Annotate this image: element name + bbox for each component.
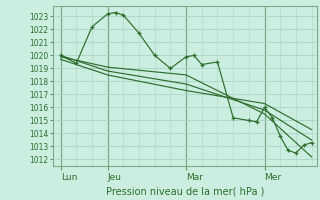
X-axis label: Pression niveau de la mer( hPa ): Pression niveau de la mer( hPa ) [106,186,264,196]
